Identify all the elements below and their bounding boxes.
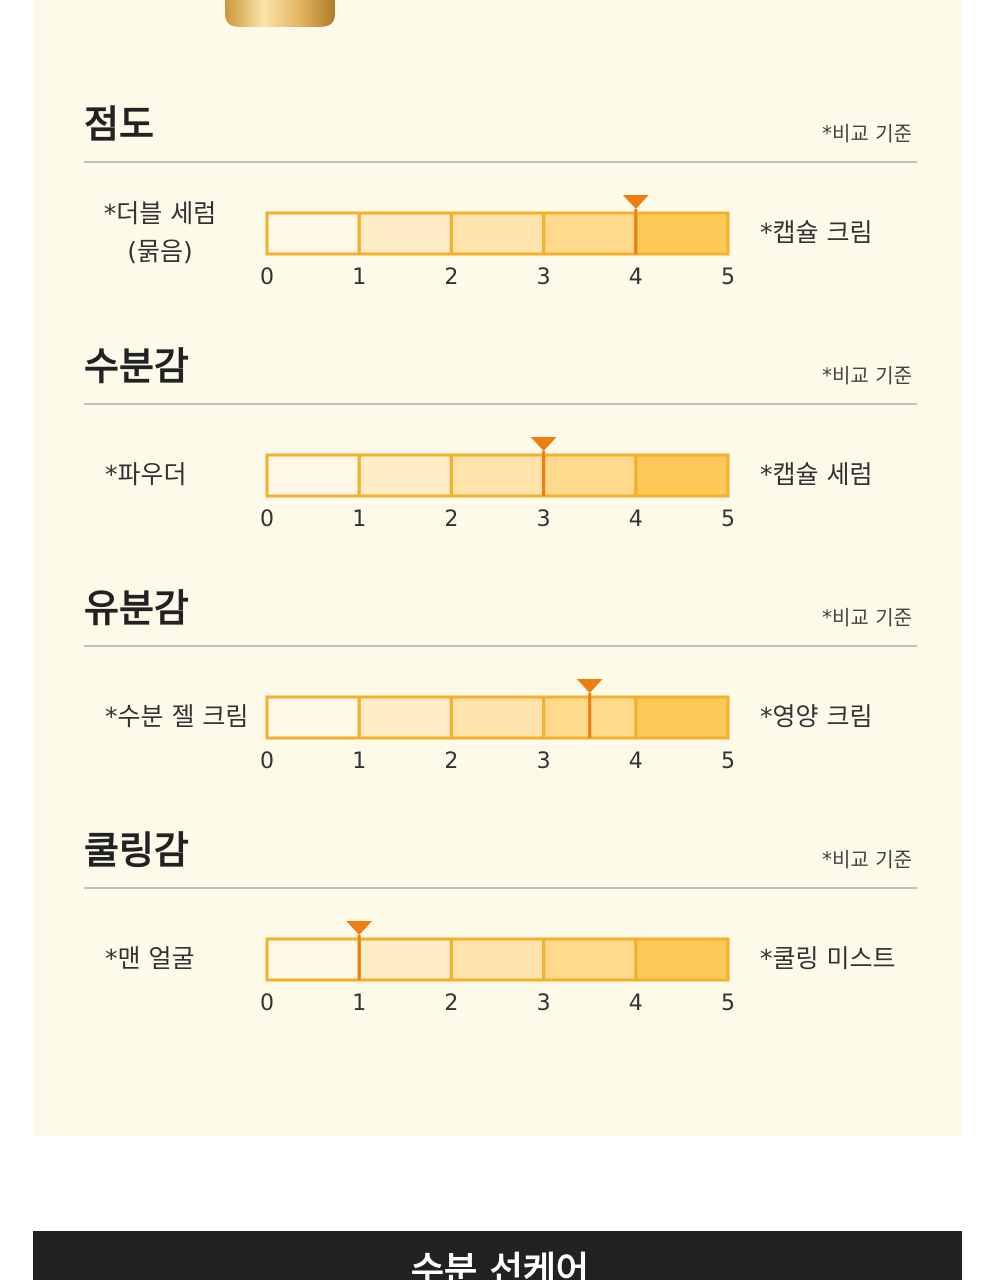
right-label: *캡슐 크림 <box>760 218 872 247</box>
scale-segment <box>265 695 361 740</box>
section-title: 유분감 <box>84 587 189 631</box>
left-label: *파우더 <box>105 460 187 489</box>
banner-title: 수분 선케어 <box>411 1250 589 1280</box>
scale-segment <box>542 937 638 982</box>
tick-label: 4 <box>629 507 643 532</box>
tick-label: 1 <box>352 991 366 1016</box>
section-title: 점도 <box>84 103 154 147</box>
tick-label: 0 <box>260 507 274 532</box>
marker <box>530 437 557 451</box>
scale-segment <box>265 211 361 256</box>
tick-label: 4 <box>629 749 643 774</box>
tick-label: 0 <box>260 265 274 290</box>
section-note: *비교 기준 <box>822 122 912 146</box>
left-label: *더블 세럼 <box>104 199 216 228</box>
scale-segment <box>265 937 361 982</box>
tick-label: 2 <box>444 749 458 774</box>
tick-label: 5 <box>721 991 735 1016</box>
scale-segment <box>634 695 730 740</box>
tick-label: 2 <box>444 991 458 1016</box>
tick-label: 5 <box>721 265 735 290</box>
tick-label: 4 <box>629 265 643 290</box>
tick-label: 4 <box>629 991 643 1016</box>
right-label: *캡슐 세럼 <box>760 460 872 489</box>
tick-label: 0 <box>260 749 274 774</box>
tick-label: 3 <box>537 749 551 774</box>
marker <box>576 679 603 693</box>
scale-segment <box>265 453 361 498</box>
scale-segment <box>634 211 730 256</box>
scale-segment <box>449 937 546 982</box>
scale-segment <box>357 211 453 256</box>
scale-segment <box>357 453 453 498</box>
marker <box>346 921 373 935</box>
left-label: (묽음) <box>127 237 193 266</box>
tick-label: 2 <box>444 265 458 290</box>
scale-segment <box>542 453 638 498</box>
product-image <box>225 0 335 27</box>
scale-segment <box>449 211 546 256</box>
tick-label: 3 <box>537 991 551 1016</box>
tick-label: 0 <box>260 991 274 1016</box>
left-label: *맨 얼굴 <box>105 944 194 973</box>
tick-label: 5 <box>721 749 735 774</box>
scale-segment <box>634 937 730 982</box>
tick-label: 3 <box>537 507 551 532</box>
tick-label: 5 <box>721 507 735 532</box>
tick-label: 1 <box>352 265 366 290</box>
section-title: 수분감 <box>84 345 189 389</box>
right-label: *쿨링 미스트 <box>760 944 895 973</box>
section-note: *비교 기준 <box>822 848 912 872</box>
right-label: *영양 크림 <box>760 702 872 731</box>
scale-segment <box>634 453 730 498</box>
tick-label: 2 <box>444 507 458 532</box>
scale-segment <box>357 695 453 740</box>
banner <box>33 1231 962 1280</box>
scale-segment <box>357 937 453 982</box>
tick-label: 1 <box>352 507 366 532</box>
section-note: *비교 기준 <box>822 364 912 388</box>
scale-segment <box>449 453 546 498</box>
left-label: *수분 젤 크림 <box>105 702 248 731</box>
marker <box>622 195 649 209</box>
section-title: 쿨링감 <box>84 829 189 873</box>
tick-label: 3 <box>537 265 551 290</box>
tick-label: 1 <box>352 749 366 774</box>
scale-segment <box>449 695 546 740</box>
section-note: *비교 기준 <box>822 606 912 630</box>
scale-segment <box>542 211 638 256</box>
